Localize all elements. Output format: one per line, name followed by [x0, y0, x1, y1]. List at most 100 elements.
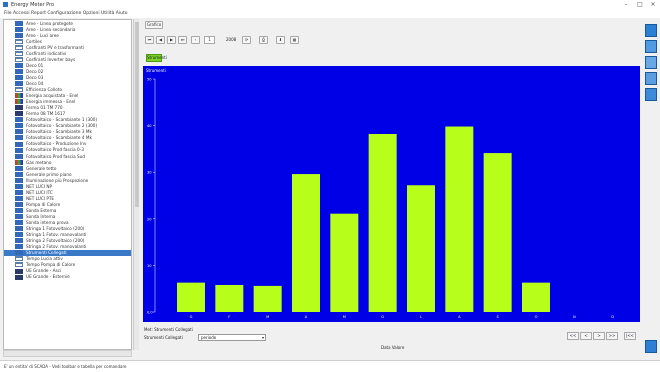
nav-first-button[interactable]: <<: [567, 332, 579, 340]
tree-item[interactable]: Illuminazione più Prospezione: [4, 177, 131, 183]
tree-item[interactable]: Sonda Interna: [4, 214, 131, 220]
tree-item[interactable]: Sonda interna prova: [4, 220, 131, 226]
nav-next-button[interactable]: >: [593, 332, 605, 340]
x-tick-label: O: [535, 315, 538, 319]
tree-item[interactable]: Fotovoltaico - Produzione Inv: [4, 141, 131, 147]
table-view-icon[interactable]: [645, 24, 657, 37]
tree-item-label: Fotovoltaico - Scambiante 1 (300): [26, 117, 98, 123]
nav-last-button[interactable]: >>: [606, 332, 618, 340]
tree-item-icon: [15, 135, 23, 141]
year-field[interactable]: 2008: [226, 37, 237, 42]
strumenti-button[interactable]: Strumenti: [146, 54, 167, 62]
close-button[interactable]: ×: [650, 1, 656, 8]
menu-bar: File Accessi Report Configurazione Opzio…: [0, 10, 660, 18]
sidebar-scrollbar[interactable]: [133, 19, 139, 350]
tree-item[interactable]: Stringa 2 Fotovoltaico (200): [4, 238, 131, 244]
nav-reset-button[interactable]: |<<: [624, 332, 636, 340]
tree-item[interactable]: Pompa di Calore: [4, 201, 131, 207]
tree-item[interactable]: Stringa 2 Fotov. manovalanti: [4, 244, 131, 250]
export-icon[interactable]: ⬇: [276, 36, 285, 44]
period-select[interactable]: periodo ▾: [198, 334, 266, 341]
tree-item[interactable]: Energia immessa - Enel: [4, 99, 131, 105]
window-title: Energy Meter Pro: [11, 2, 55, 8]
bar-3[interactable]: [292, 174, 320, 312]
page-number-input[interactable]: 1: [204, 36, 215, 44]
next-page-button[interactable]: ▶: [167, 36, 176, 44]
tree-item-label: Strumenti Collegati: [26, 250, 67, 256]
chart-settings-icon[interactable]: ▦: [290, 36, 299, 44]
bottom-tool-icon[interactable]: [645, 340, 657, 353]
tree-item[interactable]: Efficienza Colloto: [4, 87, 131, 93]
tree-item[interactable]: Stringa 1 Fotov. manovalanti: [4, 232, 131, 238]
print-icon[interactable]: ⎙: [259, 36, 268, 44]
tree-item[interactable]: NET LUCI NP: [4, 183, 131, 189]
last-page-button[interactable]: ⏭: [178, 36, 187, 44]
tree-item[interactable]: Tempo Lucia attiv: [4, 256, 131, 262]
tree-item-label: Cosfiranti PV e trasformanti: [26, 44, 84, 50]
tree-item-icon: [15, 38, 23, 44]
bar-2[interactable]: [253, 285, 282, 312]
report-icon[interactable]: [645, 56, 657, 69]
tree-item[interactable]: Tempo Pompa di Calore: [4, 262, 131, 268]
tree-item[interactable]: Generale primo piano: [4, 171, 131, 177]
tree-item[interactable]: Aree - Linea secondaria: [4, 26, 131, 32]
tree-item[interactable]: Cosfiranti PV e trasformanti: [4, 44, 131, 50]
tree-item[interactable]: Fotovoltaico - Scambiante 2 (300): [4, 123, 131, 129]
tree-item-label: Fotovoltaico Prod fascia 0-3: [26, 147, 84, 153]
tree-item[interactable]: Fermo 01 TM 770: [4, 105, 131, 111]
bar-6[interactable]: [407, 185, 435, 312]
tree-item[interactable]: UE Grande - Esternie: [4, 274, 131, 280]
page-down-button[interactable]: ‹: [191, 36, 200, 44]
bar-8[interactable]: [483, 153, 512, 312]
tree-item-label: Energia acquistata - Enel: [26, 93, 79, 99]
tree-item[interactable]: NET LUCI PTE: [4, 195, 131, 201]
bar-9[interactable]: [522, 282, 550, 312]
config-icon[interactable]: [645, 72, 657, 85]
nav-prev-button[interactable]: <: [580, 332, 592, 340]
tree-item[interactable]: Stringa 1 Fotovoltaico (200): [4, 226, 131, 232]
export-data-icon[interactable]: [645, 88, 657, 101]
bar-0[interactable]: [177, 282, 205, 312]
first-page-button[interactable]: ⏮: [145, 36, 154, 44]
tree-item[interactable]: Cosfiranti indicativi: [4, 50, 131, 56]
tree-item-label: Sonda interna prova: [26, 220, 69, 226]
tree-item-icon: [15, 99, 23, 105]
tree-item[interactable]: Generale tetto: [4, 165, 131, 171]
tree-item[interactable]: Cortiles: [4, 38, 131, 44]
bar-1[interactable]: [215, 284, 244, 312]
bar-5[interactable]: [368, 133, 397, 312]
tree-item[interactable]: Fotovoltaico - Scambiante 1 (300): [4, 117, 131, 123]
tree-item[interactable]: Gas metano: [4, 159, 131, 165]
tree-item[interactable]: Strumenti Collegati: [4, 249, 131, 256]
tree-item[interactable]: Deco 03: [4, 74, 131, 81]
tree-item[interactable]: Deco 01: [4, 62, 131, 68]
tree-item-icon: [15, 56, 23, 62]
tree-item[interactable]: Sonda Esterna: [4, 207, 131, 214]
tree-item[interactable]: Aree - Luci aree: [4, 32, 131, 38]
bar-7[interactable]: [445, 126, 474, 312]
prev-page-button[interactable]: ◀: [156, 36, 165, 44]
tree-item[interactable]: Energia acquistata - Enel: [4, 93, 131, 99]
minimize-button[interactable]: –: [624, 1, 628, 8]
tree-item[interactable]: Fotovoltaico - Scambiante 3 Mk: [4, 129, 131, 135]
tree-item[interactable]: Cosfiranti Inverter bays: [4, 56, 131, 62]
bar-4[interactable]: [330, 213, 359, 312]
tree-item-label: Fotovoltaico - Scambiante 2 (300): [26, 123, 98, 129]
tree-item[interactable]: Fotovoltaico Prod fascia Sud: [4, 153, 131, 159]
sidebar-scroll-thumb[interactable]: [135, 22, 139, 207]
tree-item[interactable]: UE Grande - Asci: [4, 268, 131, 274]
tree-item[interactable]: Fotovoltaico - Scambiante 4 Mk: [4, 135, 131, 141]
chart-view-icon[interactable]: [645, 40, 657, 53]
refresh-button[interactable]: ⟳: [242, 36, 251, 44]
tree-item[interactable]: Aree - Linea protegete: [4, 20, 131, 26]
grafico-button[interactable]: Grafico: [145, 21, 163, 29]
sidebar-horizontal-scrollbar[interactable]: [3, 350, 132, 357]
menu-items[interactable]: File Accessi Report Configurazione Opzio…: [4, 11, 128, 16]
tree-item[interactable]: Deco 02: [4, 68, 131, 74]
device-tree[interactable]: Aree - Linea protegete Aree - Linea secon…: [3, 19, 132, 350]
maximize-button[interactable]: □: [637, 1, 643, 8]
tree-item[interactable]: Fotovoltaico Prod fascia 0-3: [4, 147, 131, 153]
tree-item[interactable]: Fermo 08 TM 1617: [4, 111, 131, 117]
tree-item[interactable]: NET LUCI ITC: [4, 189, 131, 195]
tree-item[interactable]: Deco 04: [4, 80, 131, 87]
